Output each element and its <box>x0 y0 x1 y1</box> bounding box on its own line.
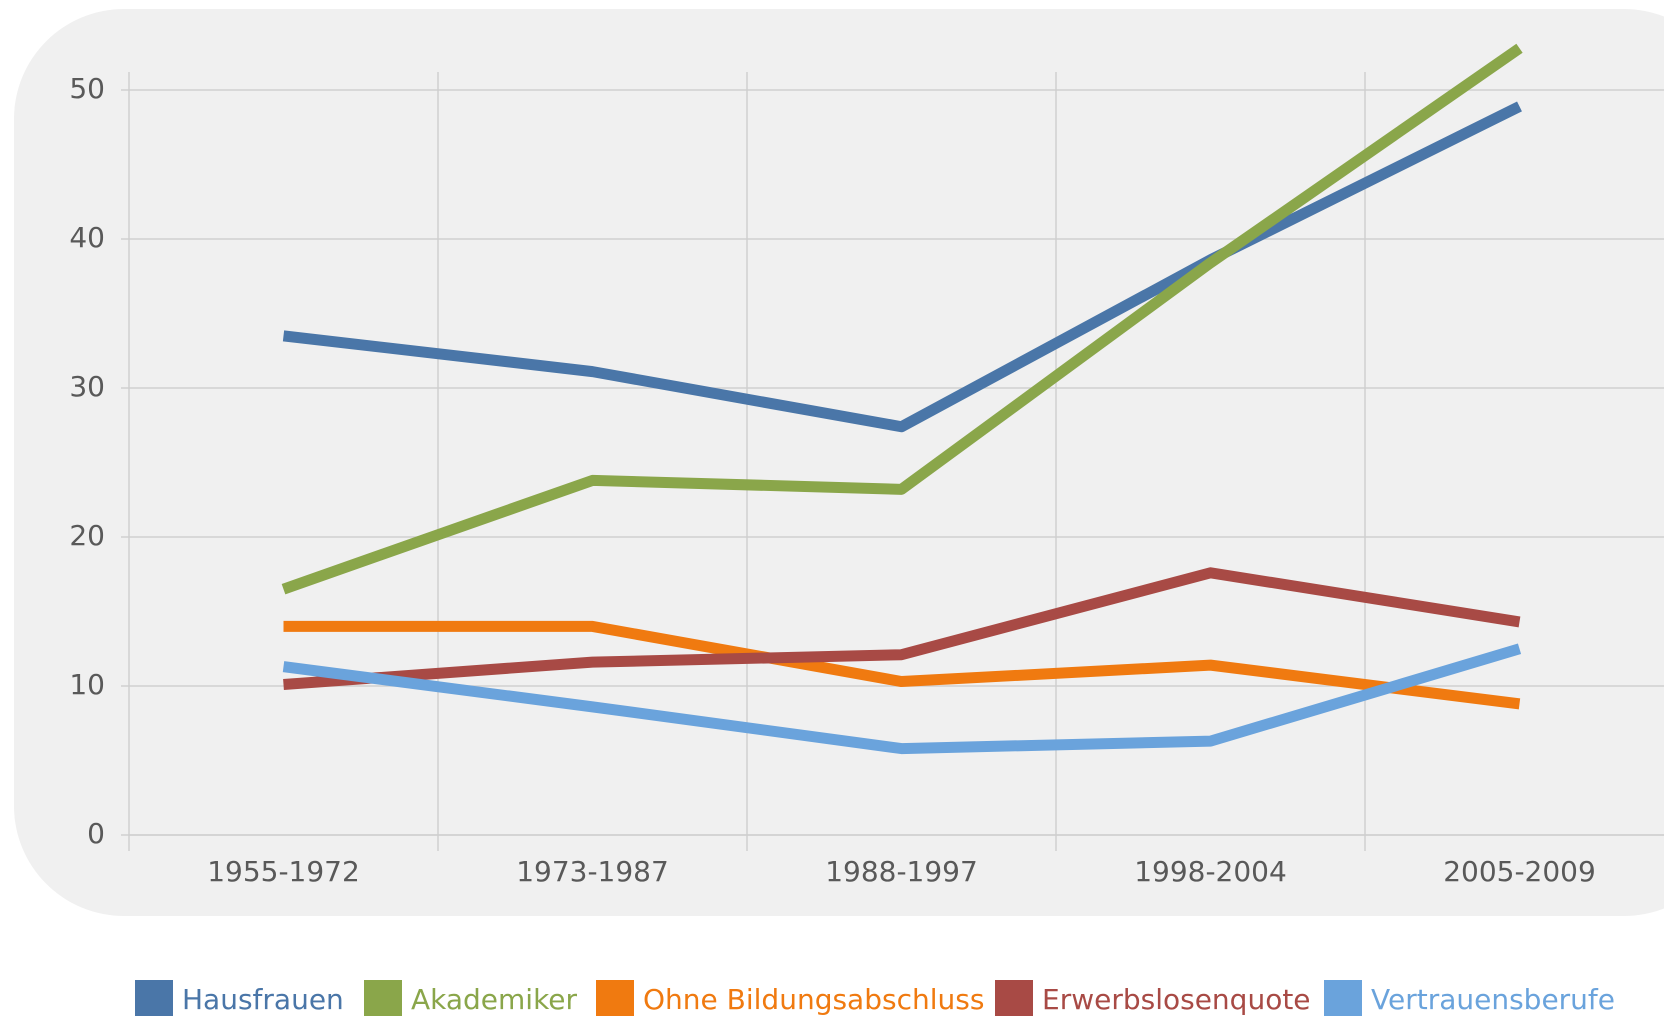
series-line <box>282 643 1522 755</box>
y-tick-label: 20 <box>69 519 105 552</box>
y-tick-label: 10 <box>69 668 105 701</box>
legend-item: Ohne Bildungsabschluss <box>596 980 984 1016</box>
series-line <box>282 101 1522 433</box>
series-line <box>283 567 1521 690</box>
legend-label: Erwerbslosenquote <box>1042 983 1311 1016</box>
y-tick-label: 40 <box>69 221 105 254</box>
legend-swatch <box>995 980 1033 1016</box>
series-line <box>283 620 1521 710</box>
legend-label: Akademiker <box>411 983 578 1016</box>
x-tick-label: 2005-2009 <box>1443 855 1596 888</box>
legend-item: Akademiker <box>364 980 578 1016</box>
y-tick-label: 50 <box>69 72 105 105</box>
x-tick-label: 1988-1997 <box>825 855 978 888</box>
x-tick-label: 1955-1972 <box>207 855 360 888</box>
legend-item: Erwerbslosenquote <box>995 980 1311 1016</box>
y-tick-label: 30 <box>69 370 105 403</box>
legend-swatch <box>364 980 402 1016</box>
legend-swatch <box>135 980 173 1016</box>
plot-background <box>14 9 1664 916</box>
legend-swatch <box>1324 980 1362 1016</box>
x-tick-label: 1998-2004 <box>1134 855 1287 888</box>
series-line <box>281 43 1523 595</box>
y-tick-label: 0 <box>87 817 105 850</box>
legend-item: Vertrauensberufe <box>1324 980 1615 1016</box>
legend-label: Hausfrauen <box>182 983 344 1016</box>
x-tick-label: 1973-1987 <box>516 855 669 888</box>
legend-item: Hausfrauen <box>135 980 344 1016</box>
legend-swatch <box>596 980 634 1016</box>
legend-label: Ohne Bildungsabschluss <box>643 983 984 1016</box>
legend-label: Vertrauensberufe <box>1371 983 1615 1016</box>
